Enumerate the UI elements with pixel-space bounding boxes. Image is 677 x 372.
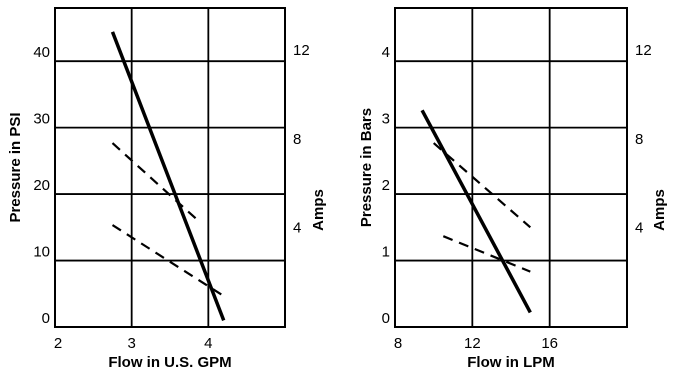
series-line-pressure (110, 31, 226, 322)
y-axis-title: Pressure in PSI (7, 112, 24, 222)
y-tick-label: 1 (382, 244, 390, 261)
x-tick-label: 3 (127, 335, 135, 352)
series-line-amps (111, 142, 202, 224)
y2-tick-label: 12 (293, 42, 310, 59)
y2-tick-label: 4 (293, 219, 301, 236)
y-tick-label: 30 (33, 111, 50, 128)
y-tick-label: 0 (382, 310, 390, 327)
y-tick-label: 3 (382, 111, 390, 128)
x-tick-label: 4 (204, 335, 212, 352)
x-axis-title: Flow in LPM (467, 354, 555, 371)
y-axis-title: Pressure in Bars (358, 108, 375, 227)
y2-tick-label: 4 (635, 219, 643, 236)
x-tick-label: 12 (464, 335, 481, 352)
y2-axis-title: Amps (651, 189, 668, 231)
y-tick-label: 10 (33, 244, 50, 261)
y-tick-label: 0 (42, 310, 50, 327)
series-line-amps (111, 224, 225, 297)
x-tick-label: 8 (394, 335, 402, 352)
x-axis-title: Flow in U.S. GPM (108, 354, 231, 371)
x-tick-label: 16 (541, 335, 558, 352)
y2-tick-label: 12 (635, 42, 652, 59)
y-tick-label: 4 (382, 44, 390, 61)
y2-tick-label: 8 (293, 131, 301, 148)
y2-axis-title: Amps (310, 189, 327, 231)
x-tick-label: 2 (54, 335, 62, 352)
plot-frame (394, 7, 628, 328)
y-tick-label: 20 (33, 177, 50, 194)
y2-tick-label: 8 (635, 131, 643, 148)
plot-frame (54, 7, 286, 328)
y-tick-label: 40 (33, 44, 50, 61)
series-line-amps (432, 142, 532, 229)
series-line-pressure (420, 109, 532, 314)
series-line-amps (442, 235, 531, 273)
y-tick-label: 2 (382, 177, 390, 194)
